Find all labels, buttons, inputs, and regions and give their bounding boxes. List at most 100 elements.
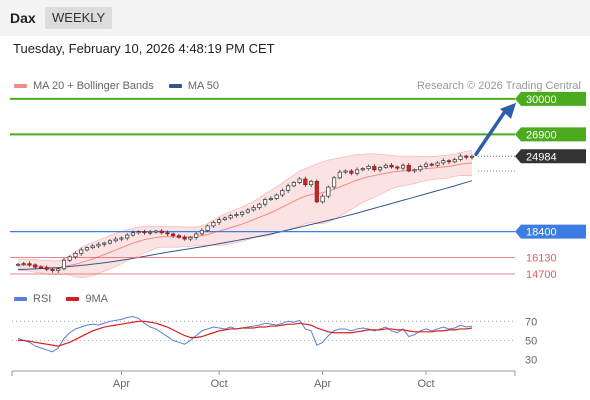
- legend-item-rsi: RSI: [14, 293, 51, 305]
- candle-body: [337, 171, 342, 179]
- candle-body: [303, 178, 308, 186]
- candle-body: [15, 263, 21, 266]
- candle-body: [274, 194, 279, 199]
- level-label-18400: 18400: [526, 227, 557, 239]
- candle-body: [148, 231, 153, 234]
- candle-body: [423, 163, 429, 167]
- candle-body: [38, 266, 44, 269]
- candle-body: [73, 253, 78, 258]
- rsi-9ma-line: [18, 320, 473, 347]
- candle-body: [366, 166, 371, 170]
- candle-body: [113, 238, 118, 242]
- candle-body: [21, 263, 26, 266]
- candle-body: [27, 263, 32, 266]
- candle-body: [326, 186, 331, 197]
- candle-body: [119, 237, 124, 240]
- x-tick-label: Apr: [113, 378, 130, 390]
- candle-body: [176, 235, 181, 238]
- x-tick-label: Oct: [417, 378, 434, 390]
- candle-body: [67, 256, 72, 261]
- level-tag-30000: [515, 91, 586, 106]
- forecast-arrowhead: [500, 102, 516, 119]
- candle-body: [171, 233, 176, 236]
- candle-body: [84, 247, 90, 251]
- candle-body: [464, 155, 469, 158]
- legend-label: MA 20 + Bollinger Bands: [33, 80, 154, 92]
- legend-label: MA 50: [187, 80, 220, 92]
- candle-body: [280, 190, 285, 196]
- rsi-tick-label: 50: [525, 335, 537, 347]
- candle-body: [291, 182, 296, 187]
- candle-body: [222, 217, 227, 220]
- candle-body: [452, 159, 457, 163]
- candle-body: [435, 162, 440, 166]
- legend-label: RSI: [33, 293, 52, 305]
- candle-body: [142, 231, 147, 234]
- rsi-legend: RSI 9MA: [14, 293, 120, 305]
- level-tag-18400: [515, 224, 586, 239]
- candle-body: [257, 203, 262, 208]
- candle-body: [61, 259, 67, 270]
- candle-body: [377, 167, 383, 171]
- x-tick-label: Oct: [211, 378, 228, 390]
- candle-body: [412, 169, 417, 172]
- candle-body: [251, 207, 256, 211]
- legend-item-ma50: MA 50: [168, 80, 220, 92]
- candle-body: [107, 240, 113, 244]
- rsi-tick-label: 70: [525, 316, 537, 328]
- candle-body: [297, 178, 302, 183]
- candle-body: [228, 215, 233, 219]
- header-bar: Dax WEEKLY: [0, 0, 590, 36]
- candle-body: [360, 168, 365, 171]
- forecast-arrow-shaft: [474, 111, 506, 157]
- candle-body: [458, 155, 463, 160]
- candle-body: [240, 211, 245, 215]
- ma20-line: [18, 162, 473, 269]
- rsi-tick-label: 30: [525, 354, 537, 366]
- candle-body: [79, 249, 84, 254]
- candle-body: [125, 234, 130, 239]
- candle-body: [136, 231, 141, 234]
- level-label-26900: 26900: [526, 129, 557, 141]
- instrument-title: Dax: [10, 10, 36, 26]
- bollinger-upper-line: [18, 149, 473, 262]
- candle-body: [96, 243, 101, 247]
- bollinger-lower-line: [18, 175, 472, 278]
- candle-body: [33, 264, 38, 268]
- candle-body: [153, 230, 158, 233]
- last-price-tag: [515, 149, 586, 164]
- candle-body: [446, 160, 452, 163]
- legend-label: 9MA: [85, 293, 109, 305]
- legend-swatch: [14, 297, 27, 302]
- candle-body: [205, 225, 210, 231]
- legend-item-9ma: 9MA: [66, 293, 108, 305]
- candle-body: [469, 155, 475, 158]
- candle-body: [159, 230, 164, 234]
- price-legend: MA 20 + Bollinger Bands MA 50: [14, 80, 231, 92]
- candle-body: [314, 180, 319, 203]
- candle-body: [372, 166, 377, 171]
- ma50-line: [18, 180, 473, 270]
- candle-body: [50, 269, 55, 271]
- candle-body: [383, 164, 388, 168]
- legend-swatch: [168, 84, 182, 89]
- candle-body: [217, 219, 222, 223]
- source-credit: Research © 2026 Trading Central: [416, 80, 581, 92]
- candle-body: [406, 164, 411, 172]
- candle-body: [354, 169, 360, 174]
- candle-body: [309, 180, 314, 186]
- candle-body: [395, 166, 400, 169]
- candle-body: [332, 177, 337, 188]
- candle-body: [194, 233, 199, 238]
- timestamp: Tuesday, February 10, 2026 4:48:19 PM CE…: [13, 41, 275, 56]
- candle-body: [343, 170, 348, 173]
- candle-body: [44, 267, 49, 270]
- legend-item-ma20: MA 20 + Bollinger Bands: [14, 80, 154, 92]
- period-button[interactable]: WEEKLY: [45, 7, 113, 29]
- candle-body: [182, 237, 187, 240]
- candle-body: [102, 242, 107, 245]
- candle-body: [263, 199, 268, 205]
- candle-body: [418, 166, 423, 171]
- candle-body: [90, 245, 95, 249]
